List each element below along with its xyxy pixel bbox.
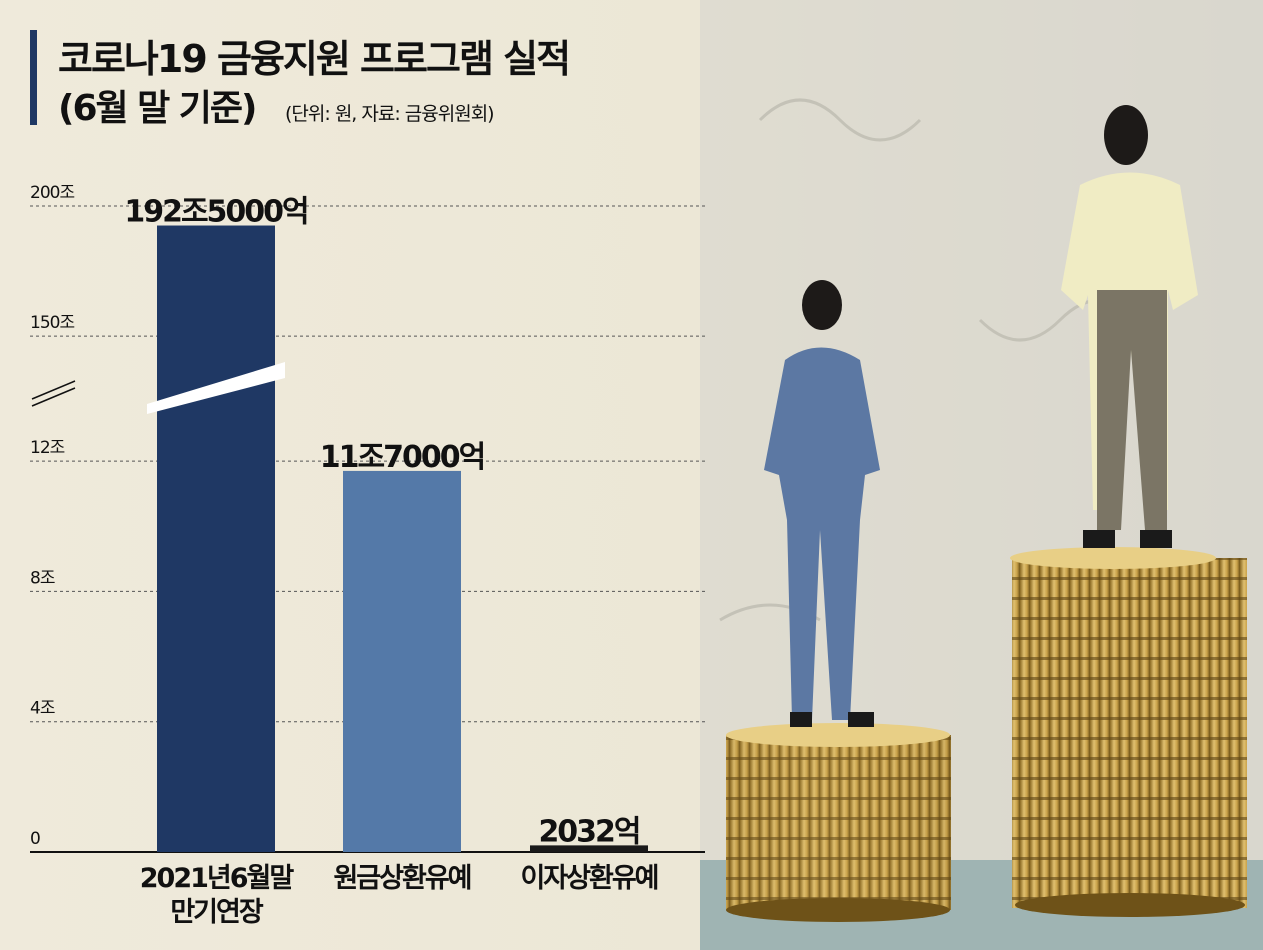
axis-break xyxy=(31,380,76,400)
y-tick-label: 8조 xyxy=(30,568,55,588)
axis-break xyxy=(147,362,285,414)
y-tick-label: 200조 xyxy=(30,183,74,203)
value-label: 11조7000억 xyxy=(320,440,484,475)
bar xyxy=(343,470,461,852)
bar xyxy=(530,845,648,852)
photo xyxy=(700,0,1263,950)
bar xyxy=(157,225,275,852)
unit-note: (단위: 원, 자료: 금융위원회) xyxy=(285,103,494,125)
x-tick-label: 이자상환유예 xyxy=(520,863,659,894)
title-accent xyxy=(30,30,37,125)
y-tick-label: 12조 xyxy=(30,438,65,458)
y-tick-label: 4조 xyxy=(30,699,55,719)
value-label: 192조5000억 xyxy=(124,195,307,230)
chart-subtitle: (6월 말 기준) xyxy=(58,88,256,129)
y-tick-label: 150조 xyxy=(30,313,74,333)
chart-title: 코로나19 금융지원 프로그램 실적 xyxy=(58,37,569,81)
axis-break xyxy=(31,387,76,407)
value-label: 2032억 xyxy=(538,814,639,849)
x-tick-label: 원금상환유예 xyxy=(333,863,472,894)
y-tick-label: 0 xyxy=(30,829,40,849)
x-tick-label: 2021년6월말 만기연장 xyxy=(139,863,294,928)
